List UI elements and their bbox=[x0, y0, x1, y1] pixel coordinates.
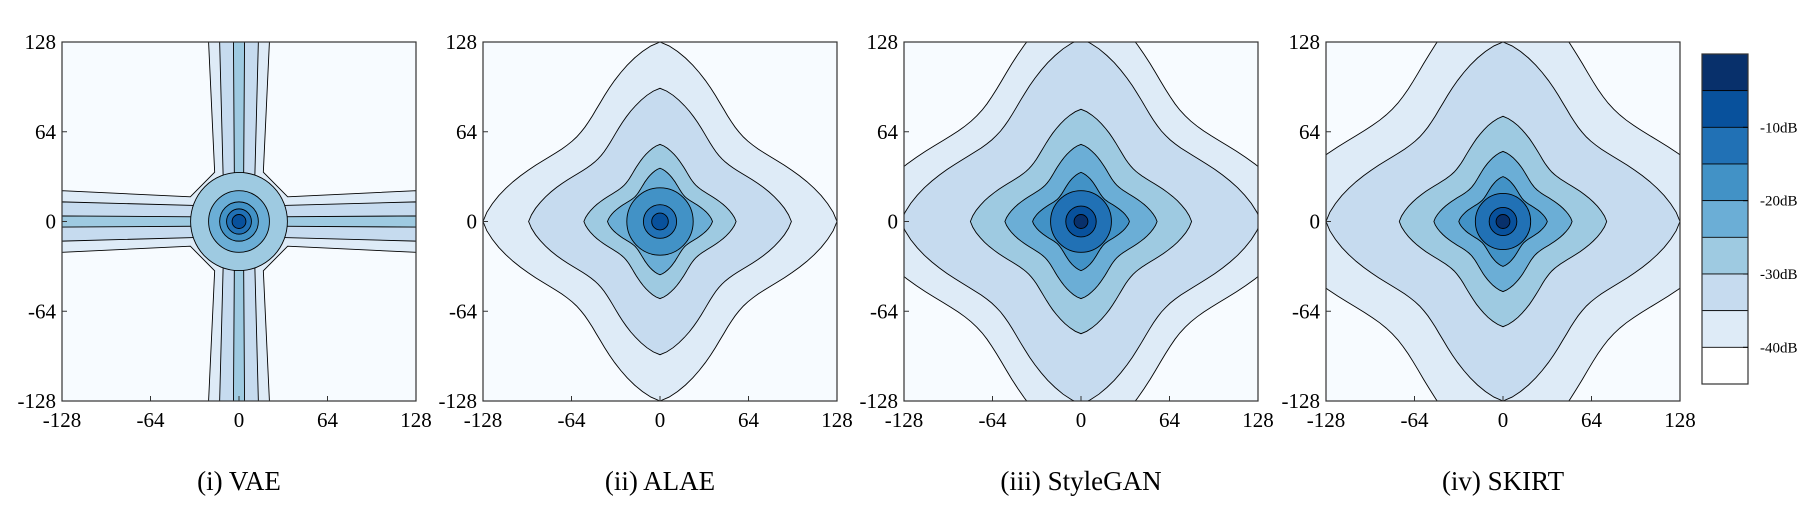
contour-level bbox=[1495, 213, 1511, 230]
x-tick-label: 64 bbox=[738, 408, 760, 432]
panel-caption: (iv) SKIRT bbox=[1442, 466, 1565, 496]
y-tick-label: 64 bbox=[1299, 120, 1321, 144]
y-tick-label: 128 bbox=[25, 30, 57, 54]
x-tick-label: 0 bbox=[1498, 408, 1509, 432]
colorbar-swatch bbox=[1701, 53, 1749, 92]
x-tick-label: 0 bbox=[1076, 408, 1087, 432]
x-tick-label: 64 bbox=[1581, 408, 1603, 432]
y-tick-label: -128 bbox=[439, 389, 478, 413]
y-tick-label: -64 bbox=[449, 299, 477, 323]
x-tick-label: -64 bbox=[558, 408, 586, 432]
colorbar-swatch bbox=[1701, 200, 1749, 238]
x-tick-label: 128 bbox=[821, 408, 853, 432]
colorbar-swatch bbox=[1701, 126, 1749, 165]
colorbar-tick-label: -10dB bbox=[1760, 120, 1798, 136]
x-tick-label: -64 bbox=[979, 408, 1007, 432]
y-tick-label: 128 bbox=[446, 30, 478, 54]
colorbar-frame bbox=[1701, 53, 1749, 385]
colorbar: -10dB -20dB -30dB -40dB bbox=[1701, 53, 1798, 385]
x-tick-label: 0 bbox=[234, 408, 245, 432]
x-tick-label: -64 bbox=[1401, 408, 1429, 432]
contour-level bbox=[231, 214, 247, 229]
y-tick-label: -128 bbox=[1282, 389, 1321, 413]
plot-area bbox=[62, 42, 416, 401]
x-tick-label: 0 bbox=[655, 408, 666, 432]
panel-4: -128 -64 0 64 128 128 64 0 -64 -128 (iv) SKIRT bbox=[1282, 30, 1696, 496]
y-tick-label: -64 bbox=[1292, 299, 1320, 323]
panel-caption: (ii) ALAE bbox=[605, 466, 715, 496]
colorbar-tick-label: -20dB bbox=[1760, 194, 1798, 210]
colorbar-swatch bbox=[1701, 163, 1749, 202]
plot-area bbox=[904, 42, 1258, 401]
x-tick-label: 128 bbox=[1242, 408, 1274, 432]
plot-area bbox=[1326, 42, 1680, 401]
panel-1: -128 -64 0 64 128 128 64 0 -64 -128 (i) VAE bbox=[18, 30, 432, 496]
panel-caption: (i) VAE bbox=[197, 466, 281, 496]
y-tick-label: 0 bbox=[46, 210, 57, 234]
colorbar-swatch bbox=[1701, 236, 1749, 275]
colorbar-tick-label: -30dB bbox=[1760, 267, 1798, 283]
x-tick-label: -64 bbox=[137, 408, 165, 432]
y-tick-label: -64 bbox=[870, 299, 898, 323]
x-tick-label: 64 bbox=[1159, 408, 1181, 432]
y-tick-label: -64 bbox=[28, 299, 56, 323]
colorbar-tick-label: -40dB bbox=[1760, 340, 1798, 356]
y-tick-label: 0 bbox=[467, 210, 478, 234]
x-tick-label: 128 bbox=[400, 408, 432, 432]
y-tick-label: 64 bbox=[877, 120, 899, 144]
y-tick-label: 128 bbox=[1289, 30, 1321, 54]
x-tick-label: -128 bbox=[885, 408, 924, 432]
colorbar-swatch bbox=[1701, 273, 1749, 312]
y-tick-label: -128 bbox=[860, 389, 899, 413]
colorbar-swatch bbox=[1701, 346, 1749, 385]
panel-3: -128 -64 0 64 128 128 64 0 -64 -128 (iii) StyleGAN bbox=[860, 30, 1274, 496]
panel-caption: (iii) StyleGAN bbox=[1000, 466, 1161, 496]
x-tick-label: 128 bbox=[1664, 408, 1696, 432]
y-tick-label: 64 bbox=[456, 120, 478, 144]
contour-level bbox=[1073, 213, 1089, 230]
x-tick-label: -128 bbox=[43, 408, 82, 432]
y-tick-label: 64 bbox=[35, 120, 57, 144]
y-tick-label: -128 bbox=[18, 389, 57, 413]
y-tick-label: 128 bbox=[867, 30, 899, 54]
panel-2: -128 -64 0 64 128 128 64 0 -64 -128 (ii) ALAE bbox=[439, 30, 853, 496]
colorbar-swatch bbox=[1701, 310, 1749, 348]
y-tick-label: 0 bbox=[888, 210, 899, 234]
y-tick-label: 0 bbox=[1310, 210, 1321, 234]
x-tick-label: -128 bbox=[1307, 408, 1346, 432]
x-tick-label: -128 bbox=[464, 408, 503, 432]
plot-area bbox=[483, 42, 837, 401]
contour-level bbox=[651, 212, 669, 231]
colorbar-swatch bbox=[1701, 90, 1749, 128]
x-tick-label: 64 bbox=[317, 408, 339, 432]
